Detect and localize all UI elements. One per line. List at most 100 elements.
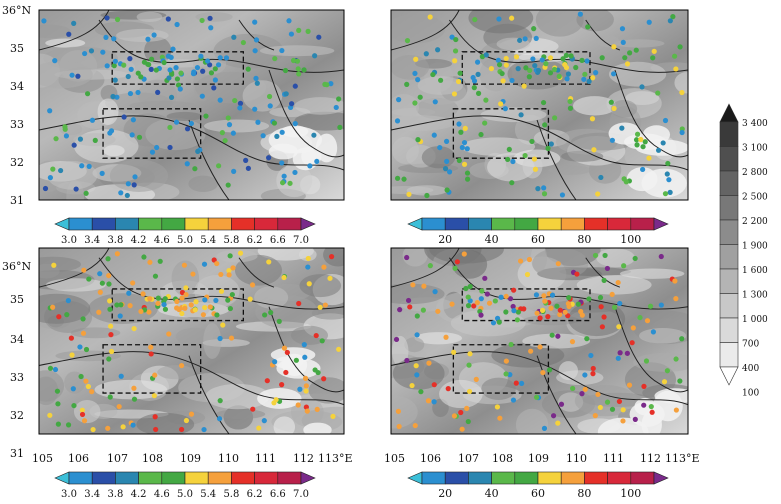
station-marker bbox=[65, 422, 72, 428]
station-marker bbox=[135, 89, 141, 96]
colorbar-tick-label: 4.6 bbox=[154, 489, 170, 500]
station-marker bbox=[217, 398, 223, 404]
terrain-patch bbox=[116, 28, 169, 43]
station-marker bbox=[97, 271, 103, 277]
station-marker bbox=[412, 422, 418, 429]
station-marker bbox=[496, 62, 503, 68]
colorbar-tick-label: 6.6 bbox=[270, 489, 286, 500]
station-marker bbox=[679, 89, 685, 96]
terrain-patch bbox=[73, 399, 101, 424]
terrain-patch bbox=[391, 115, 455, 131]
station-marker bbox=[245, 165, 251, 171]
station-marker bbox=[446, 169, 453, 175]
station-marker bbox=[650, 329, 657, 335]
lat-label: 35 bbox=[10, 293, 24, 306]
station-marker bbox=[495, 57, 501, 63]
station-marker bbox=[289, 101, 295, 107]
station-marker bbox=[542, 298, 548, 304]
station-marker bbox=[170, 46, 176, 52]
terrain-patch bbox=[391, 14, 446, 44]
station-marker bbox=[558, 401, 565, 407]
station-marker bbox=[609, 291, 615, 298]
station-marker bbox=[302, 354, 308, 360]
province-border bbox=[188, 119, 230, 200]
station-marker bbox=[624, 350, 630, 356]
station-marker bbox=[626, 382, 633, 388]
colorbar-segment bbox=[468, 217, 492, 231]
station-marker bbox=[182, 305, 188, 311]
station-marker bbox=[507, 296, 514, 302]
station-marker bbox=[294, 58, 301, 64]
station-marker bbox=[131, 396, 138, 402]
terrain-patch bbox=[203, 119, 270, 133]
lat-label: 34 bbox=[10, 80, 24, 93]
station-marker bbox=[117, 313, 123, 319]
station-marker bbox=[582, 386, 588, 392]
colorbar-segment bbox=[514, 471, 539, 485]
lon-axis-left: 105 106 107 108 109 110 111 112 113°E bbox=[32, 452, 353, 465]
map-panel-a bbox=[39, 10, 344, 200]
station-marker bbox=[50, 304, 56, 310]
station-marker bbox=[548, 305, 554, 311]
station-marker bbox=[108, 348, 115, 355]
station-marker bbox=[279, 47, 285, 54]
terrain-patch bbox=[136, 412, 195, 434]
station-marker bbox=[667, 18, 673, 24]
station-marker bbox=[552, 115, 558, 121]
study-region-box bbox=[111, 288, 244, 322]
station-marker bbox=[166, 331, 172, 337]
station-marker bbox=[225, 115, 231, 121]
station-marker bbox=[80, 316, 86, 322]
station-marker bbox=[534, 310, 540, 316]
station-marker bbox=[555, 333, 561, 339]
station-marker bbox=[305, 264, 311, 270]
station-marker bbox=[114, 302, 120, 308]
station-marker bbox=[519, 380, 525, 387]
station-marker bbox=[202, 297, 208, 303]
station-marker bbox=[214, 260, 220, 267]
station-marker bbox=[188, 120, 195, 127]
station-marker bbox=[296, 71, 302, 77]
colorbar-extend-min bbox=[54, 217, 70, 231]
station-marker bbox=[590, 371, 596, 377]
station-marker bbox=[432, 289, 438, 295]
terrain-patch bbox=[268, 143, 299, 160]
terrain-patch bbox=[103, 145, 125, 157]
station-marker bbox=[623, 179, 629, 185]
terrain-patch bbox=[480, 107, 547, 123]
station-marker bbox=[601, 314, 607, 320]
station-marker bbox=[190, 271, 196, 277]
terrain-patch bbox=[572, 96, 617, 116]
station-marker bbox=[488, 66, 495, 72]
station-marker bbox=[267, 103, 273, 109]
station-marker bbox=[219, 130, 225, 136]
elevation-segment bbox=[719, 342, 739, 368]
station-marker bbox=[602, 252, 608, 259]
station-marker bbox=[333, 104, 339, 111]
colorbar-segment bbox=[421, 471, 446, 485]
station-marker bbox=[155, 300, 161, 307]
station-marker bbox=[679, 336, 685, 342]
station-marker bbox=[471, 303, 477, 309]
station-marker bbox=[655, 147, 662, 153]
station-marker bbox=[677, 44, 683, 50]
lon-label: 105 bbox=[384, 452, 405, 465]
lon-label: 112 bbox=[640, 452, 661, 465]
station-marker bbox=[415, 137, 421, 143]
station-marker bbox=[149, 149, 156, 155]
station-marker bbox=[281, 345, 288, 351]
terrain-patch bbox=[259, 45, 335, 57]
station-marker bbox=[567, 105, 574, 111]
station-marker bbox=[271, 120, 278, 126]
elevation-label: 700 bbox=[742, 340, 759, 350]
station-marker bbox=[154, 144, 160, 151]
station-marker bbox=[317, 304, 323, 310]
station-marker bbox=[513, 380, 519, 386]
station-marker bbox=[634, 131, 641, 137]
station-marker bbox=[167, 144, 173, 151]
station-marker bbox=[217, 55, 223, 61]
terrain-patch bbox=[39, 60, 93, 89]
station-marker bbox=[292, 83, 298, 89]
station-marker bbox=[200, 68, 206, 74]
elevation-segment bbox=[719, 121, 739, 147]
